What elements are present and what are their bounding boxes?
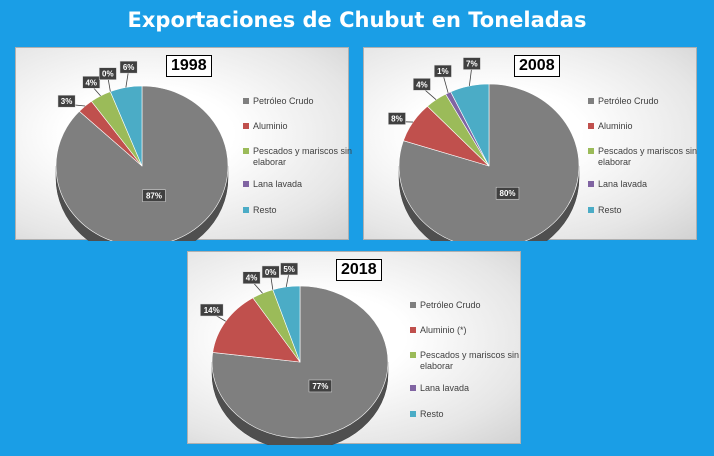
legend-label: Pescados y mariscos sin elaborar xyxy=(598,146,698,167)
svg-text:14%: 14% xyxy=(204,306,220,315)
legend-swatch xyxy=(588,148,594,154)
chart-legend: Petróleo Crudo Aluminio (*) Pescados y mar… xyxy=(410,252,520,445)
legend-item-aluminio: Aluminio (*) xyxy=(410,325,530,336)
legend-item-aluminio: Aluminio xyxy=(588,121,708,132)
legend-swatch xyxy=(410,352,416,358)
data-label-aluminio: 8% xyxy=(388,112,406,125)
data-label-lana-lavada: 0% xyxy=(98,67,117,80)
chart-panel-2018: 77% 14% 4% 0% 5% 2018 Petróleo Crudo Aluminio (… xyxy=(187,251,521,445)
legend-label: Petróleo Crudo xyxy=(598,96,659,106)
svg-text:0%: 0% xyxy=(102,70,114,79)
legend-label: Aluminio (*) xyxy=(420,325,467,335)
pie-slice-resto xyxy=(450,83,490,167)
chart-legend: Petróleo Crudo Aluminio Pescados y marisco… xyxy=(243,48,353,241)
legend-swatch xyxy=(588,98,594,104)
legend-swatch xyxy=(243,98,249,104)
chart-panel-1998: 87% 3% 4% 0% 6% 1998 Petróleo Crudo Aluminio Pes… xyxy=(15,47,352,241)
svg-text:8%: 8% xyxy=(391,115,403,124)
chart-year-title: 2018 xyxy=(336,259,382,281)
data-label-resto: 6% xyxy=(119,60,138,74)
legend-label: Lana lavada xyxy=(420,383,470,393)
legend-label: Petróleo Crudo xyxy=(253,96,314,106)
legend-swatch xyxy=(410,302,416,308)
legend-item-pescados-y-mariscos-sin-elaborar: Pescados y mariscos sin elaborar xyxy=(243,146,363,168)
pie-chart-svg: 87% 3% 4% 0% 6% xyxy=(55,60,229,241)
legend-label: Resto xyxy=(420,409,444,419)
data-label-pescados-y-mariscos-sin-elaborar: 4% xyxy=(413,78,431,91)
data-label-petroleo-crudo: 87% xyxy=(142,189,166,202)
legend-label: Petróleo Crudo xyxy=(420,300,481,310)
data-label-petroleo-crudo: 80% xyxy=(495,186,520,200)
svg-text:80%: 80% xyxy=(500,189,516,198)
legend-swatch xyxy=(243,148,249,154)
data-label-aluminio: 14% xyxy=(200,303,224,317)
data-label-petroleo-crudo: 77% xyxy=(308,379,333,393)
svg-text:0%: 0% xyxy=(265,268,277,277)
pie-chart-svg: 77% 14% 4% 0% 5% xyxy=(200,262,389,445)
legend-swatch xyxy=(243,181,249,187)
data-label-pescados-y-mariscos-sin-elaborar: 4% xyxy=(242,271,261,284)
legend-item-resto: Resto xyxy=(410,409,530,420)
legend-label: Aluminio xyxy=(253,121,288,131)
page-title: Exportaciones de Chubut en Toneladas xyxy=(127,8,587,32)
legend-item-petroleo-crudo: Petróleo Crudo xyxy=(588,96,708,107)
legend-swatch xyxy=(410,411,416,417)
data-label-lana-lavada: 1% xyxy=(434,64,452,78)
legend-label: Lana lavada xyxy=(253,179,303,189)
legend-label: Pescados y mariscos sin elaborar xyxy=(420,350,520,371)
legend-label: Resto xyxy=(598,205,622,215)
chart-panel-2008: 80% 8% 4% 1% 7% 2008 Petróleo Crudo Aluminio Pes… xyxy=(363,47,698,241)
svg-text:87%: 87% xyxy=(146,192,162,201)
legend-swatch xyxy=(243,207,249,213)
legend-item-pescados-y-mariscos-sin-elaborar: Pescados y mariscos sin elaborar xyxy=(410,350,530,372)
chart-year-title: 1998 xyxy=(166,55,212,77)
legend-item-lana-lavada: Lana lavada xyxy=(410,383,530,394)
legend-item-aluminio: Aluminio xyxy=(243,121,363,132)
svg-text:4%: 4% xyxy=(416,80,428,89)
legend-item-lana-lavada: Lana lavada xyxy=(588,179,708,190)
svg-text:4%: 4% xyxy=(85,78,97,87)
svg-text:7%: 7% xyxy=(466,60,478,69)
pie-slice-aluminio xyxy=(212,297,301,363)
legend-item-resto: Resto xyxy=(588,205,708,216)
data-label-resto: 5% xyxy=(280,262,298,276)
pie-chart-svg: 80% 8% 4% 1% 7% xyxy=(388,57,580,241)
pie-slice-petroleo-crudo xyxy=(55,85,229,241)
legend-swatch xyxy=(588,207,594,213)
legend-swatch xyxy=(588,181,594,187)
data-label-aluminio: 3% xyxy=(57,94,76,108)
legend-label: Lana lavada xyxy=(598,179,648,189)
legend-label: Aluminio xyxy=(598,121,633,131)
svg-text:6%: 6% xyxy=(123,63,135,72)
legend-item-pescados-y-mariscos-sin-elaborar: Pescados y mariscos sin elaborar xyxy=(588,146,708,168)
legend-swatch xyxy=(410,385,416,391)
data-label-pescados-y-mariscos-sin-elaborar: 4% xyxy=(82,76,101,89)
data-label-resto: 7% xyxy=(462,57,481,70)
legend-item-petroleo-crudo: Petróleo Crudo xyxy=(410,300,530,311)
svg-text:5%: 5% xyxy=(283,265,295,274)
data-label-lana-lavada: 0% xyxy=(261,265,280,279)
legend-swatch xyxy=(588,123,594,129)
chart-legend: Petróleo Crudo Aluminio Pescados y marisco… xyxy=(588,48,698,241)
svg-text:3%: 3% xyxy=(61,97,73,106)
svg-text:1%: 1% xyxy=(437,67,449,76)
svg-text:4%: 4% xyxy=(246,274,258,283)
legend-label: Pescados y mariscos sin elaborar xyxy=(253,146,353,167)
legend-label: Resto xyxy=(253,205,277,215)
chart-year-title: 2008 xyxy=(514,55,560,77)
legend-item-lana-lavada: Lana lavada xyxy=(243,179,363,190)
legend-swatch xyxy=(410,327,416,333)
legend-swatch xyxy=(243,123,249,129)
legend-item-resto: Resto xyxy=(243,205,363,216)
svg-text:77%: 77% xyxy=(312,382,328,391)
legend-item-petroleo-crudo: Petróleo Crudo xyxy=(243,96,363,107)
